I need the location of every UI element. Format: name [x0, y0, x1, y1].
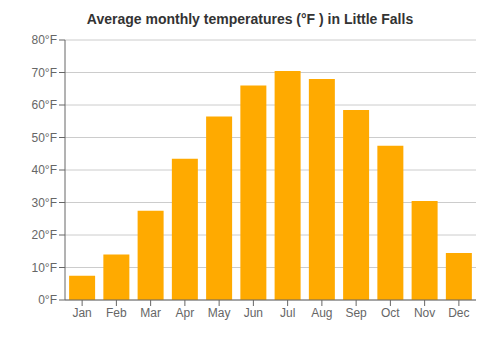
svg-text:30°F: 30°F	[32, 196, 57, 210]
svg-text:May: May	[208, 306, 231, 320]
svg-text:Jun: Jun	[244, 306, 263, 320]
svg-text:0°F: 0°F	[38, 293, 57, 307]
svg-text:70°F: 70°F	[32, 66, 57, 80]
svg-text:Jul: Jul	[280, 306, 295, 320]
html-text:Average monthly temperatures (: Average monthly temperatures (°F ) in Li…	[86, 11, 414, 27]
svg-text:10°F: 10°F	[32, 261, 57, 275]
svg-text:80°F: 80°F	[32, 33, 57, 47]
svg-text:Nov: Nov	[414, 306, 435, 320]
svg-text:Jan: Jan	[72, 306, 91, 320]
svg-text:Dec: Dec	[448, 306, 469, 320]
svg-text:Mar: Mar	[140, 306, 161, 320]
svg-text:Feb: Feb	[106, 306, 127, 320]
svg-text:20°F: 20°F	[32, 228, 57, 242]
svg-text:Oct: Oct	[381, 306, 400, 320]
svg-text:60°F: 60°F	[32, 98, 57, 112]
svg-text:Sep: Sep	[345, 306, 367, 320]
svg-text:Aug: Aug	[311, 306, 332, 320]
svg-text:Apr: Apr	[176, 306, 195, 320]
svg-text:50°F: 50°F	[32, 131, 57, 145]
svg-text:40°F: 40°F	[32, 163, 57, 177]
